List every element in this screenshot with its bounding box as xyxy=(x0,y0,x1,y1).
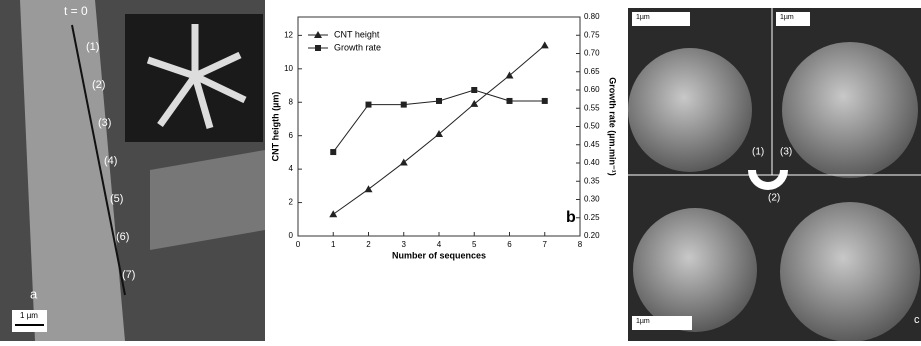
marker xyxy=(436,97,442,104)
y-tick-label: 4 xyxy=(289,164,294,173)
y2-tick-label: 0.30 xyxy=(584,195,600,204)
x-tick-label: 0 xyxy=(296,240,301,249)
legend-label: CNT height xyxy=(334,29,380,39)
y2-tick-label: 0.35 xyxy=(584,176,600,185)
marker xyxy=(470,99,479,107)
y2-tick-label: 0.20 xyxy=(584,231,600,240)
step-label: (1) xyxy=(86,41,99,53)
step-label: (2) xyxy=(768,193,780,204)
y-tick-label: 0 xyxy=(289,231,294,240)
x-tick-label: 1 xyxy=(331,240,336,249)
x-tick-label: 5 xyxy=(472,240,477,249)
scale-box xyxy=(632,316,692,330)
panel-letter: b xyxy=(566,209,576,226)
y2-tick-label: 0.50 xyxy=(584,122,600,131)
panel-letter: c xyxy=(914,314,920,326)
scale-label: 1µm xyxy=(780,14,794,21)
step-label: (2) xyxy=(92,79,105,91)
marker xyxy=(330,149,337,156)
x-tick-label: 8 xyxy=(578,240,583,249)
y2-tick-label: 0.70 xyxy=(584,49,600,58)
scale-label: 1µm xyxy=(636,14,650,21)
marker xyxy=(471,87,478,93)
sphere xyxy=(628,48,752,172)
marker xyxy=(505,71,514,79)
y2-tick-label: 0.65 xyxy=(584,67,600,76)
y-tick-label: 12 xyxy=(284,30,293,39)
x-axis-label: Number of sequences xyxy=(392,250,486,260)
y-tick-label: 2 xyxy=(289,198,294,207)
sphere xyxy=(782,42,918,178)
plot-frame xyxy=(297,16,581,237)
sphere xyxy=(633,208,757,332)
x-tick-label: 3 xyxy=(402,240,407,249)
y2-tick-label: 0.75 xyxy=(584,30,600,39)
y2-tick-label: 0.55 xyxy=(584,103,600,112)
tube xyxy=(150,150,265,250)
scale-label: 1 µm xyxy=(20,311,38,320)
y-tick-label: 10 xyxy=(284,64,293,73)
marker xyxy=(315,45,321,51)
marker xyxy=(540,41,549,49)
step-label: (4) xyxy=(104,155,117,167)
y2-axis-label: Growth rate (µm.min⁻¹) xyxy=(608,77,618,175)
step-label: (7) xyxy=(122,269,135,281)
panel-letter: a xyxy=(30,286,38,301)
marker xyxy=(329,210,338,218)
marker xyxy=(314,31,322,38)
sphere xyxy=(780,202,920,342)
y2-tick-label: 0.60 xyxy=(584,85,600,94)
star xyxy=(146,24,247,129)
x-tick-label: 2 xyxy=(366,240,371,249)
y2-tick-label: 0.25 xyxy=(584,213,600,222)
x-tick-label: 4 xyxy=(437,240,442,249)
marker xyxy=(364,185,373,193)
y2-tick-label: 0.80 xyxy=(584,12,600,21)
scale-box xyxy=(776,12,810,26)
marker xyxy=(435,130,443,138)
marker xyxy=(506,97,513,104)
x-tick-label: 6 xyxy=(507,240,512,249)
x-tick-label: 7 xyxy=(543,240,548,249)
y2-tick-label: 0.45 xyxy=(584,140,600,149)
marker xyxy=(400,101,407,108)
step-label: (6) xyxy=(116,231,129,243)
scale-box xyxy=(632,12,690,26)
step-label: (1) xyxy=(752,147,764,158)
y-axis-label: CNT heigth (µm) xyxy=(270,92,280,162)
marker xyxy=(541,97,548,104)
scale-box xyxy=(12,310,47,332)
step-label: (3) xyxy=(98,117,111,129)
y2-tick-label: 0.40 xyxy=(584,158,600,167)
rotate-arrow xyxy=(748,169,788,190)
scale-label: 1µm xyxy=(636,318,650,325)
tube xyxy=(20,0,125,341)
step-label: (5) xyxy=(110,193,123,205)
time-label: t = 0 xyxy=(64,4,88,18)
arrow xyxy=(71,24,126,296)
marker xyxy=(365,101,372,108)
y-tick-label: 8 xyxy=(289,97,294,106)
legend-label: Growth rate xyxy=(334,42,381,52)
marker xyxy=(399,158,408,166)
y-tick-label: 6 xyxy=(289,131,294,140)
step-label: (3) xyxy=(780,147,792,158)
